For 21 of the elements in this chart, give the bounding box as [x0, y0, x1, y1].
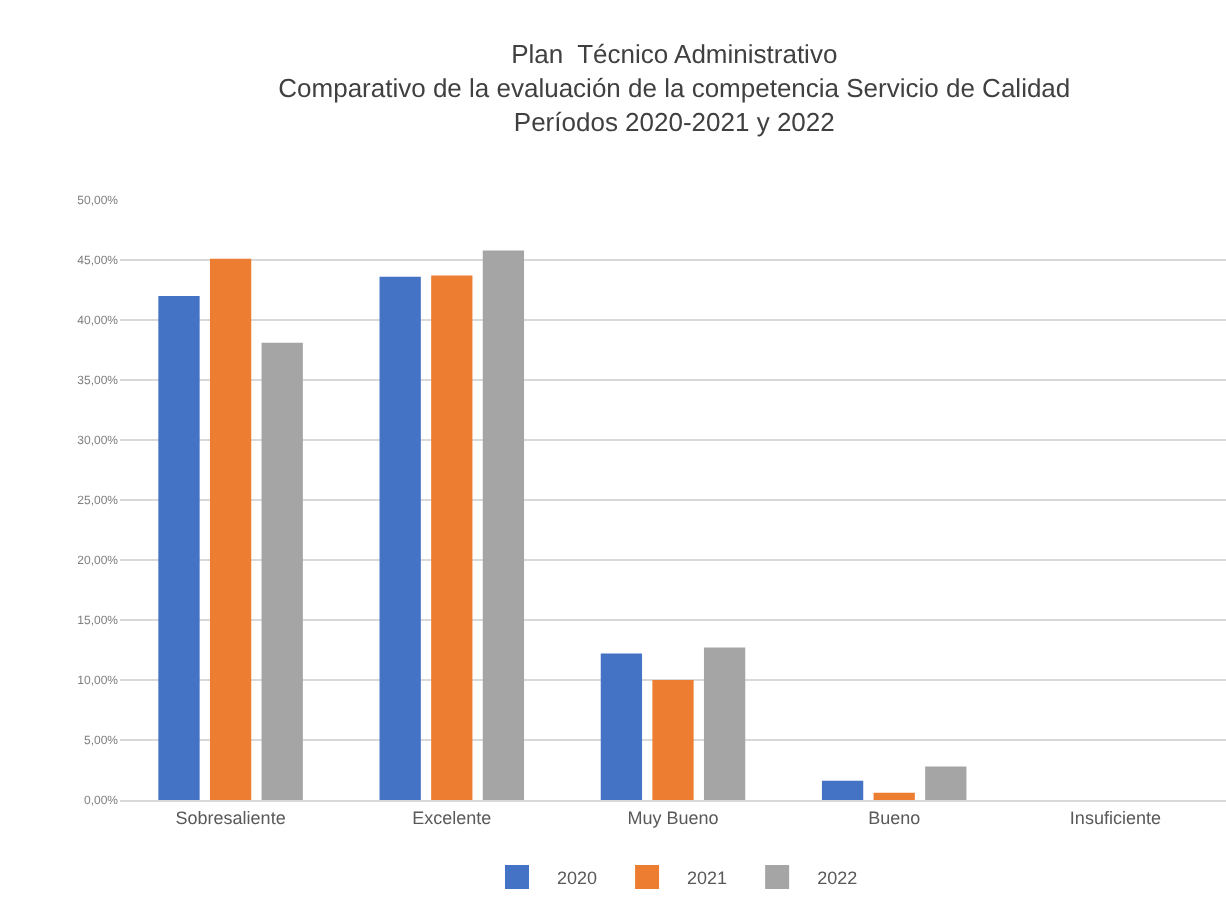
x-tick-label: Sobresaliente	[175, 807, 286, 828]
bar	[873, 792, 915, 800]
x-tick-label: Bueno	[868, 807, 921, 828]
bar	[925, 766, 967, 800]
bar	[431, 275, 473, 800]
bar	[600, 653, 643, 800]
legend-label: 2022	[817, 868, 858, 889]
bar	[482, 250, 525, 800]
bar	[652, 680, 694, 800]
x-tick-label: Insuficiente	[1069, 807, 1161, 828]
chart-title: Plan Técnico Administrativo Comparativo de la evaluación de la competencia Servicio de Calidad Períodos 2020-2021 y 2022	[278, 39, 1071, 138]
x-tick-label: Muy Bueno	[627, 807, 719, 828]
bar	[821, 780, 864, 800]
legend-label: 2020	[557, 868, 598, 889]
x-tick-label: Excelente	[412, 807, 492, 828]
bar	[209, 258, 252, 800]
legend-label: 2021	[687, 868, 728, 889]
bar	[379, 276, 421, 800]
bar	[703, 647, 746, 800]
bar	[158, 296, 200, 800]
bar	[261, 342, 303, 800]
